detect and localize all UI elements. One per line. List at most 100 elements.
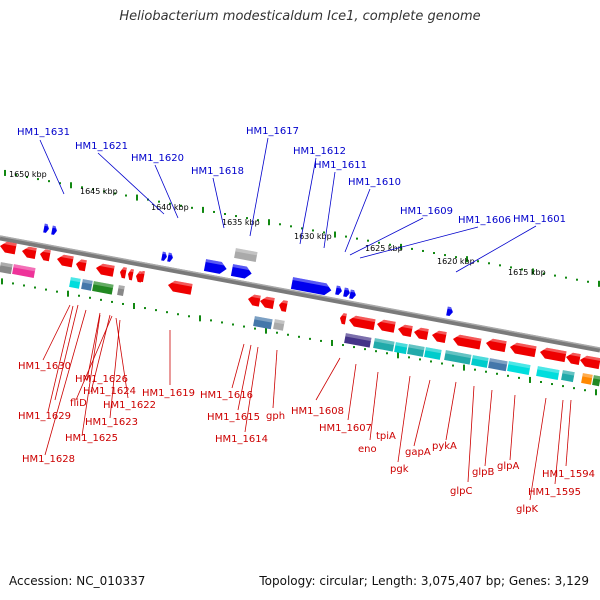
gene-label[interactable]: eno [358, 444, 377, 455]
gene-label[interactable]: HM1_1621 [75, 141, 128, 152]
reverse-gene-arrow[interactable] [259, 296, 275, 309]
reverse-gene-arrow[interactable] [509, 342, 537, 358]
gene-label[interactable]: HM1_1628 [22, 454, 75, 465]
reverse-gene-arrow[interactable] [0, 241, 17, 255]
reverse-gene-arrow[interactable] [56, 254, 74, 268]
gene-label[interactable]: HM1_1610 [348, 177, 401, 188]
reverse-gene-arrow[interactable] [452, 334, 482, 350]
reverse-gene-arrow[interactable] [579, 355, 600, 370]
forward-gene-arrow[interactable] [161, 251, 168, 262]
reverse-gene-arrow[interactable] [75, 259, 87, 272]
scale-tick [320, 339, 322, 342]
gene-label[interactable]: HM1_1625 [65, 433, 118, 444]
top-gene-labels[interactable]: HM1_1631 HM1_1621 HM1_1620 HM1_1618 HM1_… [17, 126, 566, 226]
cog-box [234, 248, 258, 262]
forward-gene-arrow[interactable] [343, 287, 351, 298]
gene-label[interactable]: glpB [472, 467, 494, 478]
reverse-gene-arrow[interactable] [127, 269, 134, 281]
gene-label[interactable]: HM1_1606 [458, 215, 511, 226]
reverse-gene-arrow[interactable] [21, 246, 37, 259]
gene-highlight [417, 327, 429, 332]
gene-label[interactable]: HM1_1612 [293, 146, 346, 157]
gene-label[interactable]: HM1_1615 [207, 412, 260, 423]
gene-label[interactable]: HM1_1601 [513, 214, 566, 225]
reverse-gene-arrow[interactable] [95, 263, 115, 277]
gene-label[interactable]: HM1_1624 [83, 386, 136, 397]
reverse-gene-arrow[interactable] [539, 347, 567, 363]
forward-gene-arrow[interactable] [51, 225, 58, 236]
reverse-gene-arrow[interactable] [119, 267, 127, 279]
reverse-gene-arrow[interactable] [167, 280, 193, 295]
scale-tick [290, 225, 292, 228]
reverse-gene-arrow[interactable] [565, 352, 581, 365]
gene-label[interactable]: HM1_1619 [142, 388, 195, 399]
gene-features[interactable] [0, 223, 600, 387]
scale-tick [474, 368, 476, 371]
kbp-label: 1630 kbp [294, 232, 332, 241]
scale-tick [235, 215, 237, 218]
scale-tick [444, 254, 446, 257]
reverse-gene-arrow[interactable] [431, 330, 447, 343]
forward-gene-arrow[interactable] [290, 277, 333, 296]
gene-label[interactable]: HM1_1616 [200, 390, 253, 401]
scale-tick [367, 239, 369, 242]
scale-tick [155, 309, 157, 312]
cog-box [81, 279, 93, 291]
scale-tick [345, 235, 347, 238]
gene-label[interactable]: HM1_1607 [319, 423, 372, 434]
reverse-gene-arrow[interactable] [247, 294, 261, 307]
scale-tick [199, 315, 201, 322]
reverse-gene-arrow[interactable] [397, 324, 413, 337]
forward-gene-arrow[interactable] [230, 264, 253, 279]
gene-shape [260, 296, 275, 309]
gene-label[interactable]: HM1_1622 [103, 400, 156, 411]
gene-label[interactable]: HM1_1620 [131, 153, 184, 164]
gene-highlight [401, 324, 413, 329]
gene-label[interactable]: glpK [516, 504, 538, 515]
gene-label[interactable]: pgk [390, 464, 409, 475]
reverse-gene-arrow[interactable] [278, 300, 288, 312]
gene-label[interactable]: tpiA [376, 431, 396, 442]
scale-tick [100, 298, 102, 301]
forward-gene-arrow[interactable] [349, 289, 357, 300]
reverse-gene-arrow[interactable] [376, 319, 396, 333]
forward-gene-arrow[interactable] [335, 285, 343, 296]
gene-highlight [447, 306, 452, 310]
gene-label[interactable]: HM1_1594 [542, 469, 595, 480]
gene-label[interactable]: HM1_1611 [314, 160, 367, 171]
gene-label[interactable]: HM1_1614 [215, 434, 268, 445]
reverse-gene-arrow[interactable] [485, 338, 507, 353]
gene-label[interactable]: HM1_1608 [291, 406, 344, 417]
gene-label[interactable]: gapA [405, 447, 431, 458]
gene-label[interactable]: HM1_1630 [18, 361, 71, 372]
gene-label[interactable]: HM1_1609 [400, 206, 453, 217]
reverse-gene-arrow[interactable] [139, 270, 145, 283]
bottom-gene-labels[interactable]: HM1_1630 HM1_1626 HM1_1624 fliD HM1_1622… [18, 361, 595, 515]
gene-label[interactable]: gph [266, 411, 285, 422]
gene-label[interactable]: glpA [497, 461, 519, 472]
gene-label[interactable]: HM1_1623 [85, 417, 138, 428]
gene-label[interactable]: pykA [432, 441, 457, 452]
forward-gene-arrow[interactable] [203, 259, 228, 275]
scale-tick [353, 346, 355, 349]
gene-label[interactable]: HM1_1595 [528, 487, 581, 498]
gene-label[interactable]: HM1_1626 [75, 374, 128, 385]
gene-label[interactable]: HM1_1631 [17, 127, 70, 138]
forward-gene-arrow[interactable] [43, 223, 50, 234]
forward-gene-arrow[interactable] [446, 306, 454, 317]
reverse-gene-arrow[interactable] [348, 315, 376, 331]
reverse-gene-arrow[interactable] [339, 313, 347, 325]
gene-label[interactable]: HM1_1617 [246, 126, 299, 137]
forward-gene-arrow[interactable] [167, 252, 174, 263]
gene-shape [57, 254, 74, 268]
scale-tick [246, 217, 248, 220]
gene-label[interactable]: HM1_1629 [18, 411, 71, 422]
reverse-gene-arrow[interactable] [413, 327, 429, 340]
scale-tick [499, 264, 501, 267]
gene-label[interactable]: HM1_1618 [191, 166, 244, 177]
reverse-gene-arrow[interactable] [39, 249, 51, 262]
gene-label[interactable]: glpC [450, 486, 472, 497]
cog-box [488, 358, 508, 372]
gene-label[interactable]: fliD [70, 398, 87, 409]
